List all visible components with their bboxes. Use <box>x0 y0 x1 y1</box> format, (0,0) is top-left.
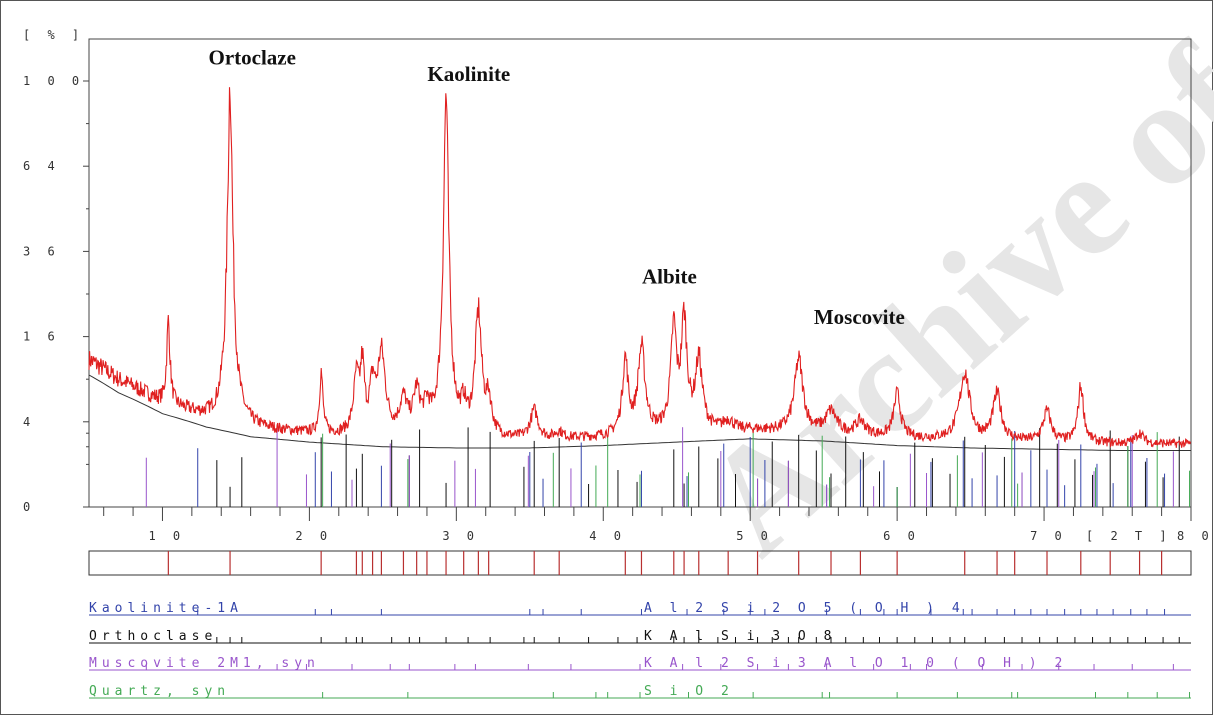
x-tick-label: 2 0 <box>295 529 332 543</box>
x-tick-label: 5 0 <box>736 529 773 543</box>
peak-annotation: Kaolinite <box>427 62 510 86</box>
phase-name: Orthoclase <box>89 629 217 644</box>
y-tick-label: 4 <box>23 415 35 429</box>
x-unit-label: [ 2 T ] <box>1086 529 1172 543</box>
phase-formula: K A l 2 S i 3 A l O 1 0 ( O H ) 2 <box>644 656 1067 671</box>
x-tick-label: 3 0 <box>442 529 479 543</box>
peak-annotation: Albite <box>642 265 697 289</box>
background-curve <box>88 374 1191 451</box>
peak-annotation: Moscovite <box>814 305 905 329</box>
phase-formula: A l 2 S i 2 O 5 ( O H ) 4 <box>644 601 965 616</box>
peak-position-strip <box>88 550 1192 576</box>
peak-annotation: Ortoclaze <box>209 45 296 69</box>
y-tick-label: 1 6 <box>23 330 60 344</box>
x-tick-label: 1 0 <box>148 529 185 543</box>
phase-reference-list: Kaolinite-1A A l 2 S i 2 O 5 ( O H ) 4 Ort… <box>89 601 1191 699</box>
y-axis: 0 4 1 6 3 6 6 4 1 0 0 <box>23 74 89 514</box>
y-unit-label: [ % ] <box>23 28 84 42</box>
y-tick-label: 6 4 <box>23 159 60 173</box>
x-axis: 1 0 2 0 3 0 4 0 5 0 6 0 7 0 8 0 <box>103 507 1214 543</box>
phase-name: Kaolinite-1A <box>89 601 243 616</box>
peak-sticks <box>145 427 1191 507</box>
peak-position-marks <box>167 551 1163 575</box>
phase-name: Muscovite 2M1, syn <box>89 656 320 671</box>
phase-name: Quartz, syn <box>89 684 230 699</box>
x-tick-label: 8 0 <box>1177 529 1214 543</box>
phase-formula: S i O 2 <box>644 684 734 699</box>
x-tick-label: 4 0 <box>589 529 626 543</box>
peak-annotations: Ortoclaze Kaolinite Albite Moscovite <box>209 45 905 328</box>
diffraction-pattern <box>88 87 1191 448</box>
x-tick-label: 6 0 <box>883 529 920 543</box>
phase-formula: K A l S i 3 O 8 <box>644 629 836 644</box>
y-tick-label: 0 <box>23 500 35 514</box>
y-tick-label: 1 0 0 <box>23 74 84 88</box>
x-tick-label: 7 0 <box>1030 529 1067 543</box>
y-tick-label: 3 6 <box>23 244 60 258</box>
